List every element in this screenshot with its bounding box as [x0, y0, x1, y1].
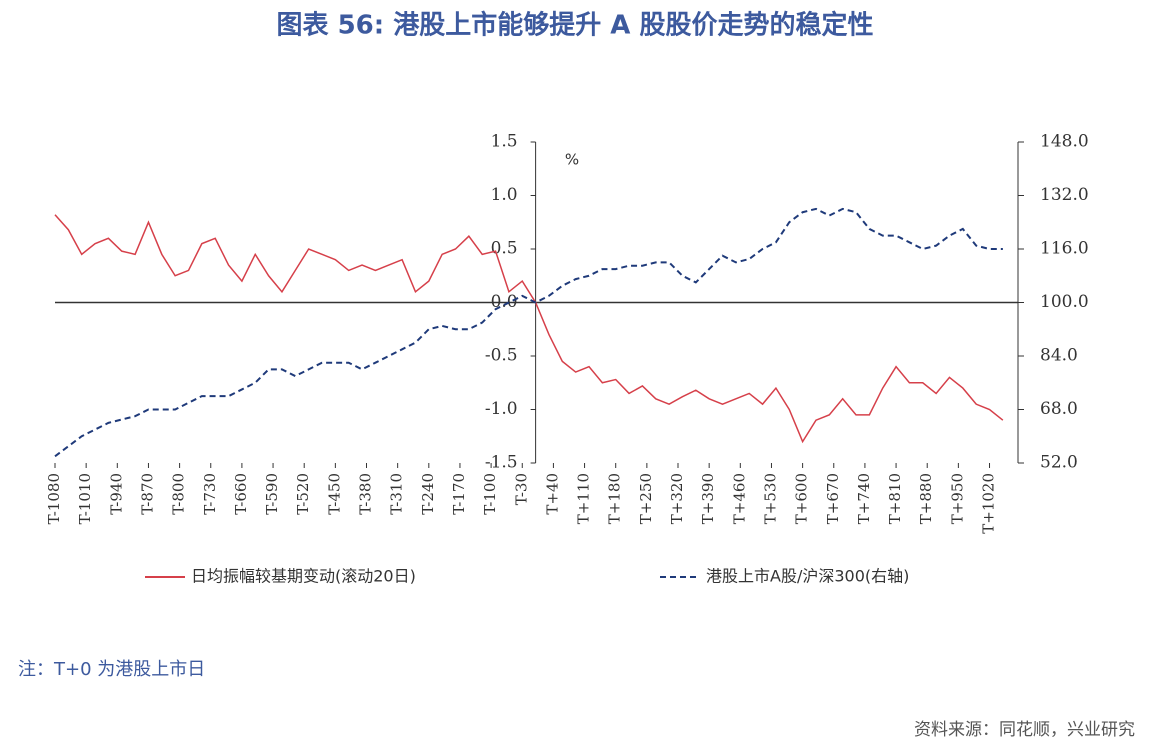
x-tick-label: T-170 [450, 473, 468, 515]
y2-tick-label: 100.0 [1040, 292, 1089, 312]
x-tick-label: T-800 [170, 473, 188, 515]
y-tick-label: 1.0 [491, 185, 518, 205]
x-tick-label: T+110 [575, 473, 593, 524]
x-tick-label: T-940 [107, 473, 125, 515]
x-tick-label: T+180 [606, 473, 624, 524]
x-tick-label: T-520 [294, 473, 312, 515]
y2-tick-label: 68.0 [1040, 399, 1078, 419]
y-tick-label: -0.5 [485, 346, 518, 366]
x-tick-label: T-870 [138, 473, 156, 515]
series-line [54, 207, 1003, 458]
x-tick-label: T+40 [543, 473, 561, 515]
x-tick-label: T-660 [232, 473, 250, 515]
series-line [54, 214, 1004, 444]
y2-tick-label: 84.0 [1040, 346, 1078, 366]
x-tick-label: T+880 [917, 473, 935, 524]
x-tick-label: T-100 [481, 473, 499, 515]
y2-tick-label: 132.0 [1040, 185, 1089, 205]
x-tick-label: T+670 [824, 473, 842, 524]
x-tick-label: T+1020 [980, 473, 998, 534]
x-tick-label: T-590 [263, 473, 281, 515]
legend-label: 日均振幅较基期变动(滚动20日) [191, 567, 416, 586]
x-tick-label: T+320 [668, 473, 686, 524]
x-tick-label: T-310 [388, 473, 406, 515]
x-tick-label: T-240 [419, 473, 437, 515]
y-tick-label: 1.5 [491, 132, 518, 152]
y-tick-label: 0.5 [491, 239, 518, 259]
y-unit: % [565, 151, 579, 169]
x-tick-label: T+600 [793, 473, 811, 524]
chart-title: 图表 56: 港股上市能够提升 A 股股价走势的稳定性 [277, 10, 874, 41]
x-tick-label: T+740 [855, 473, 873, 524]
x-tick-label: T-730 [201, 473, 219, 515]
x-tick-label: T-380 [357, 473, 375, 515]
source: 资料来源：同花顺，兴业研究 [914, 720, 1135, 740]
y-tick-label: -1.0 [485, 399, 518, 419]
y-tick-label: -1.5 [485, 453, 518, 473]
x-tick-label: T+390 [699, 473, 717, 524]
y2-tick-label: 116.0 [1040, 239, 1089, 259]
x-tick-label: T-1010 [76, 473, 94, 524]
x-tick-label: T+530 [761, 473, 779, 524]
x-tick-label: T-450 [325, 473, 343, 515]
x-tick-label: T+250 [637, 473, 655, 524]
y2-tick-label: 148.0 [1040, 132, 1089, 152]
legend-label: 港股上市A股/沪深300(右轴) [706, 567, 909, 586]
y2-tick-label: 52.0 [1040, 453, 1078, 473]
x-tick-label: T+810 [886, 473, 904, 524]
x-tick-label: T+950 [948, 473, 966, 524]
x-tick-label: T-1080 [45, 473, 63, 524]
x-tick-label: T+460 [730, 473, 748, 524]
y-tick-label: 0.0 [491, 292, 518, 312]
note: 注：T+0 为港股上市日 [18, 659, 205, 680]
x-tick-label: T-30 [512, 473, 530, 505]
